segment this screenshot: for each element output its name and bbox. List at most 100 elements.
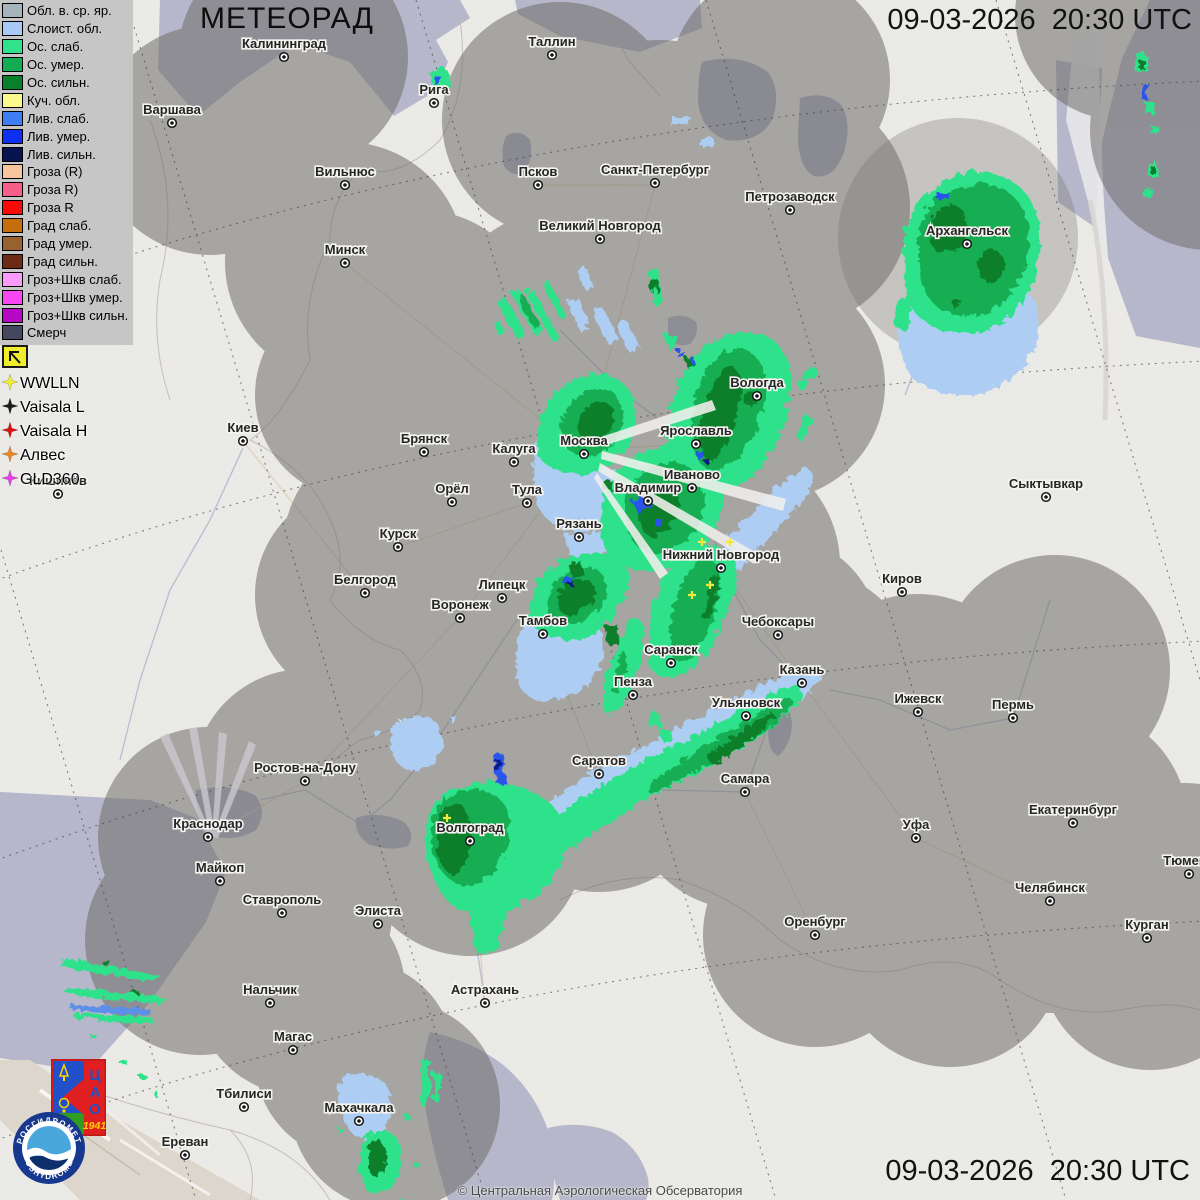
legend-label: Обл. в. ср. яр.	[27, 3, 112, 19]
city-label: Вологда	[730, 375, 784, 390]
city-dot-icon	[776, 633, 780, 637]
city-label: Ярославль	[660, 423, 732, 438]
city-dot-icon	[719, 566, 723, 570]
legend-swatch	[2, 271, 23, 287]
city-label: Саранск	[644, 642, 698, 657]
legend-swatch	[2, 236, 23, 252]
lightning-network-row: Алвес	[1, 444, 87, 468]
city-marker: Чебоксары	[740, 612, 816, 641]
city-label: Элиста	[355, 903, 402, 918]
city-dot-icon	[483, 1001, 487, 1005]
city-dot-icon	[241, 439, 245, 443]
lightning-network-row: Vaisala H	[1, 420, 87, 444]
city-dot-icon	[900, 590, 904, 594]
city-dot-icon	[598, 237, 602, 241]
city-dot-icon	[500, 596, 504, 600]
legend-row: Град умер.	[2, 235, 133, 253]
city-dot-icon	[653, 181, 657, 185]
city-dot-icon	[536, 183, 540, 187]
city-marker: Вильнюс	[314, 162, 376, 191]
lightning-network-icon	[1, 444, 19, 467]
lightning-network-label: Алвес	[20, 447, 66, 464]
city-dot-icon	[343, 261, 347, 265]
city-label: Санкт-Петербург	[601, 162, 710, 177]
city-dot-icon	[800, 681, 804, 685]
city-marker: Пенза	[612, 672, 654, 701]
legend-swatch	[2, 39, 23, 55]
city-dot-icon	[582, 452, 586, 456]
city-marker: Петрозаводск	[744, 187, 837, 216]
city-marker: Рига	[418, 80, 451, 109]
timestamp-bottom: 09-03-2026 20:30 UTC	[885, 1155, 1190, 1187]
city-label: Калуга	[492, 441, 536, 456]
city-dot-icon	[755, 394, 759, 398]
city-label: Москва	[560, 433, 608, 448]
legend-swatch	[2, 146, 23, 162]
city-marker: Тюмень	[1162, 851, 1200, 880]
city-label: Волгоград	[436, 820, 504, 835]
city-dot-icon	[268, 1001, 272, 1005]
city-dot-icon	[690, 486, 694, 490]
legend-label: Гроза (R)	[27, 164, 83, 180]
legend-label: Град слаб.	[27, 218, 92, 234]
city-marker: Казань	[778, 660, 826, 689]
legend-swatch	[2, 200, 23, 216]
city-dot-icon	[550, 53, 554, 57]
city-marker: Ростов-на-Дону	[253, 758, 358, 787]
city-label: Петрозаводск	[745, 189, 835, 204]
legend-swatch	[2, 307, 23, 323]
legend-label: Ос. умер.	[27, 57, 85, 73]
legend-swatch	[2, 253, 23, 269]
city-label: Пенза	[614, 674, 653, 689]
city-label: Ижевск	[894, 691, 942, 706]
legend-swatch	[2, 21, 23, 37]
city-dot-icon	[282, 55, 286, 59]
city-label: Вильнюс	[315, 164, 375, 179]
city-marker: Белгород	[332, 570, 398, 599]
city-marker: Майкоп	[194, 858, 246, 887]
city-marker: Ставрополь	[241, 890, 323, 919]
legend-swatch	[2, 57, 23, 73]
city-label: Киев	[227, 420, 258, 435]
city-marker: Элиста	[353, 901, 403, 930]
city-dot-icon	[1187, 872, 1191, 876]
showers-heavy	[494, 456, 707, 771]
city-dot-icon	[646, 499, 650, 503]
cao-letter: А	[90, 1084, 101, 1101]
city-marker: Волгоград	[435, 818, 506, 847]
city-dot-icon	[242, 1105, 246, 1109]
legend-label: Град умер.	[27, 236, 93, 252]
city-label: Брянск	[401, 431, 448, 446]
legend-row: Гроза (R)	[2, 163, 133, 181]
legend-label: Ос. сильн.	[27, 75, 90, 90]
city-dot-icon	[512, 460, 516, 464]
city-label: Ставрополь	[243, 892, 322, 907]
city-label: Тбилиси	[216, 1086, 271, 1101]
legend-row: Обл. в. ср. яр.	[2, 2, 133, 20]
radar-wedge-artifacts	[160, 727, 256, 838]
radar-ray-artifacts	[594, 400, 786, 579]
city-marker: Ярославль	[658, 421, 734, 450]
legend-row: Смерч	[2, 324, 133, 342]
lightning-legend: WWLLN Vaisala L Vaisala H Алвес GLD360	[1, 372, 87, 492]
lightning-network-icon	[1, 420, 19, 443]
city-marker: Брянск	[399, 429, 449, 458]
lightning-network-row: WWLLN	[1, 372, 87, 396]
legend-swatch	[2, 110, 23, 126]
legend-label: Град сильн.	[27, 253, 98, 269]
lightning-network-row: Vaisala L	[1, 396, 87, 420]
city-marker: Ульяновск	[710, 693, 782, 722]
legend-label: Лив. умер.	[27, 128, 91, 144]
legend-label: Ос. слаб.	[27, 39, 84, 55]
rain-heavy	[100, 57, 1153, 1174]
city-marker: Уфа	[901, 815, 932, 844]
legend-row: Лив. умер.	[2, 127, 133, 145]
legend-row: Слоист. обл.	[2, 20, 133, 38]
legend-swatch	[2, 164, 23, 180]
city-marker: Липецк	[477, 575, 527, 604]
city-dot-icon	[669, 661, 673, 665]
city-label: Архангельск	[926, 223, 1009, 238]
legend-label: Смерч	[27, 325, 67, 341]
city-dot-icon	[1011, 716, 1015, 720]
city-dot-icon	[744, 714, 748, 718]
